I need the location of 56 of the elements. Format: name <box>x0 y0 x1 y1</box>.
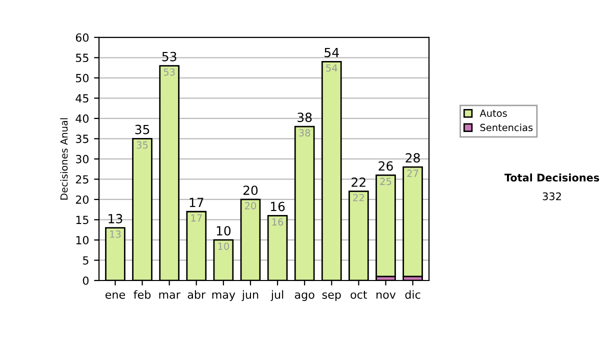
data-label: 53 <box>164 68 175 76</box>
y-tick-label: 35 <box>76 134 88 144</box>
data-label: 25 <box>380 178 392 186</box>
x-tick-label: ene <box>105 292 125 299</box>
total-label: 54 <box>324 48 339 58</box>
text: 332 <box>542 192 561 200</box>
data-label: 54 <box>326 64 338 72</box>
x-tick-label: mar <box>159 292 180 299</box>
data-label: 17 <box>191 214 202 222</box>
x-tick-label: oct <box>350 290 368 299</box>
total-label: 10 <box>216 226 231 236</box>
total-label: 26 <box>378 161 393 171</box>
text: Total Decisiones <box>504 173 600 182</box>
total-label: 16 <box>270 202 285 212</box>
data-label: 13 <box>110 230 121 238</box>
data-label: 27 <box>407 170 418 177</box>
bar <box>402 166 423 278</box>
legend-label: Sentencias <box>480 124 533 132</box>
total-label: 53 <box>162 52 176 62</box>
x-tick-label: ago <box>294 292 314 301</box>
x-tick-label: jun <box>242 290 258 301</box>
y-tick-label: 30 <box>76 154 89 164</box>
y-tick-label: 55 <box>76 54 88 62</box>
data-label: 35 <box>136 141 148 149</box>
y-tick-label: 0 <box>82 276 89 285</box>
y-tick-label: 50 <box>76 74 89 82</box>
data-label: 22 <box>353 194 364 202</box>
y-tick-label: 5 <box>83 256 88 265</box>
y-tick-label: 25 <box>76 175 88 184</box>
data-label: 20 <box>245 202 256 210</box>
x-tick-label: dic <box>405 290 420 299</box>
total-label: 20 <box>243 186 258 196</box>
x-tick-label: jul <box>270 290 284 301</box>
y-tick-label: 20 <box>76 195 89 204</box>
total-label: 28 <box>406 153 420 163</box>
data-label: 16 <box>272 218 284 226</box>
bar <box>376 174 396 278</box>
y-tick-label: 40 <box>76 114 89 123</box>
x-tick-label: sep <box>322 292 341 301</box>
y-tick-label: 10 <box>76 236 89 244</box>
total-label: 17 <box>190 198 204 207</box>
total-label: 35 <box>135 124 150 134</box>
x-tick-label: nov <box>376 292 396 299</box>
total-label: 22 <box>352 177 366 187</box>
data-label: 10 <box>218 242 229 250</box>
legend-label: Autos <box>480 110 507 117</box>
y-tick-label: 45 <box>76 94 88 103</box>
x-tick-label: may <box>212 292 236 301</box>
total-label: 38 <box>298 112 312 122</box>
data-label: 38 <box>299 129 310 136</box>
y-tick-label: 15 <box>76 216 88 224</box>
x-tick-label: feb <box>134 290 151 299</box>
y-tick-label: 60 <box>76 33 89 42</box>
y-axis-title: Decisiones Anual <box>60 118 68 200</box>
total-label: 13 <box>108 214 122 224</box>
x-tick-label: abr <box>188 290 206 299</box>
